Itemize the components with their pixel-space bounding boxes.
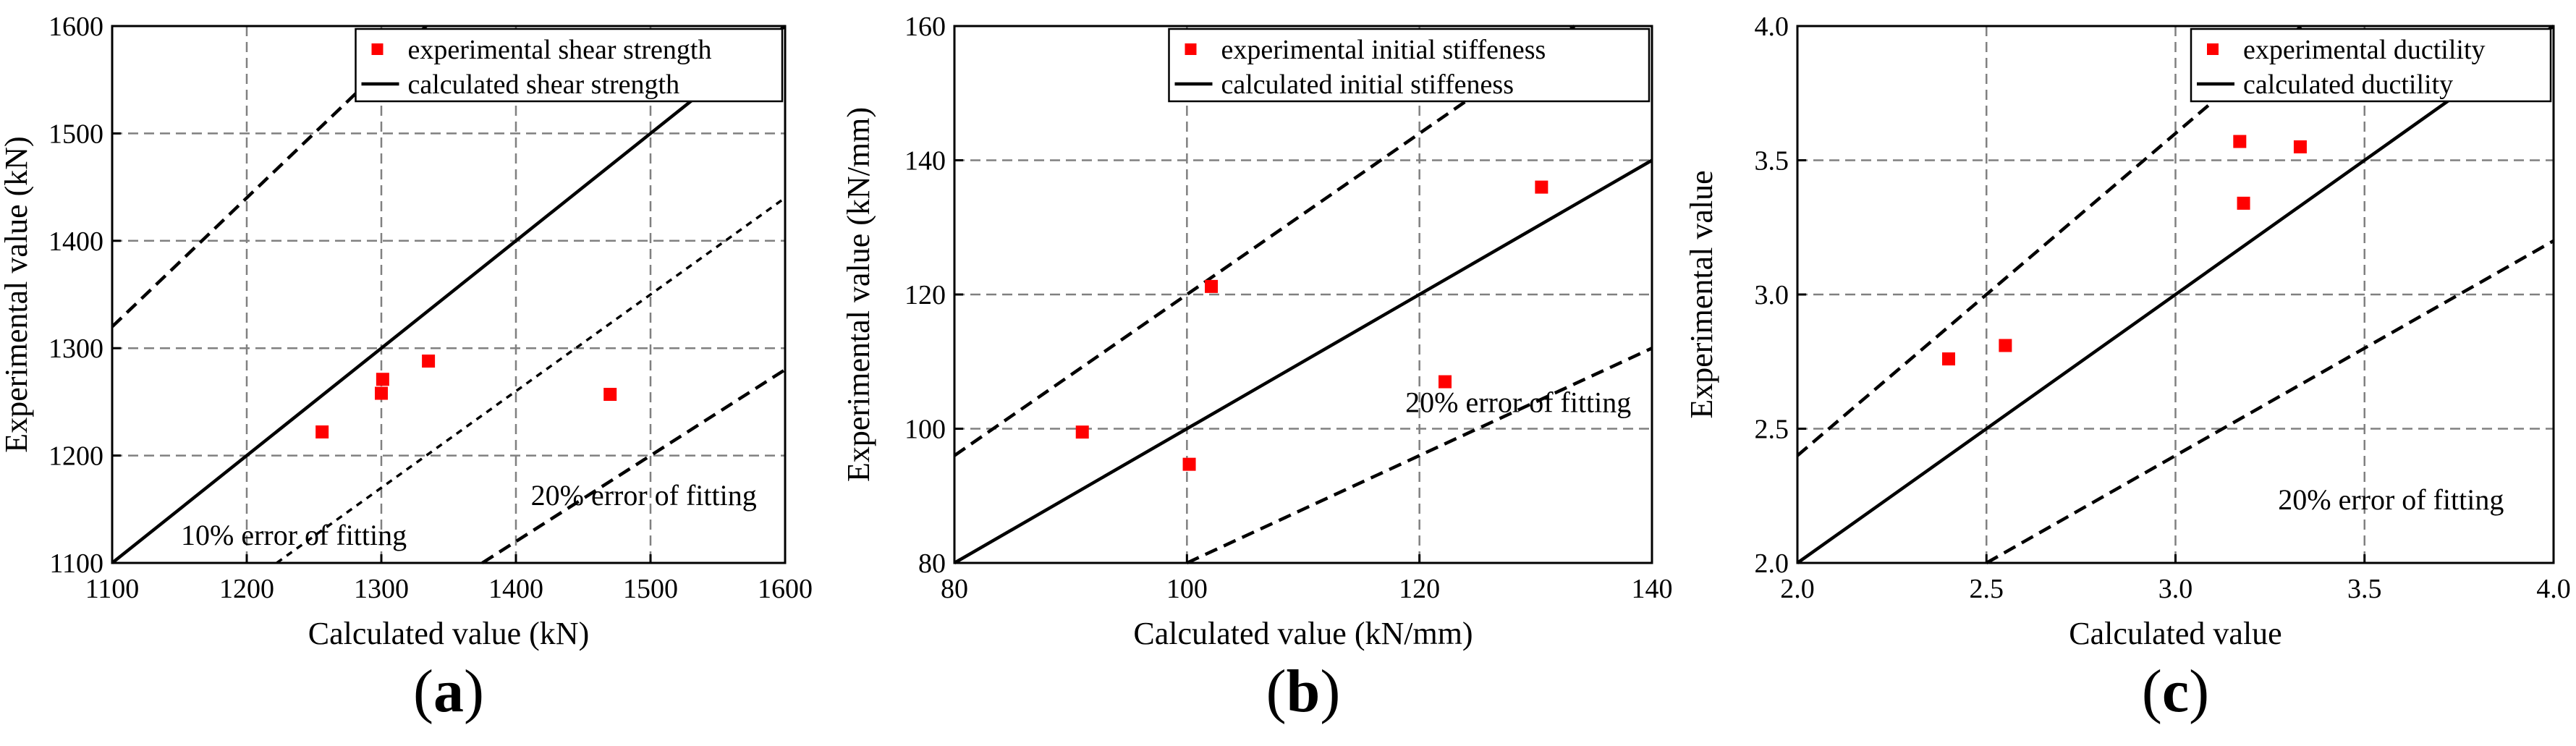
x-tick-label: 1400 [488,574,543,604]
legend-label: experimental initial stiffeness [1221,35,1546,65]
plot-frame [111,25,787,564]
x-axis-label: Calculated value (kN) [308,616,590,651]
data-point-1 [315,425,329,438]
data-point-4 [2237,196,2250,210]
error-line-1 [111,25,428,329]
y-axis-label: Experimental value (kN) [0,136,34,452]
y-tick-label: 1300 [48,334,103,364]
x-axis-label: Calculated value [2069,616,2281,651]
annotation-1: 20% error of fitting [1405,386,1631,418]
error-line-2 [276,197,787,564]
x-tick-label: 1600 [758,574,813,604]
legend-label: experimental ductility [2243,35,2486,65]
legend-box [1168,27,1651,103]
chart-panel-2: 20% error of fitting experimental initial… [841,12,1673,725]
x-tick-label: 3.5 [2347,574,2382,604]
error-line-2 [1986,239,2555,564]
data-point-3 [375,386,388,400]
legend-label: calculated initial stiffeness [1221,69,1514,100]
legend-label: experimental shear strength [408,35,712,65]
data-point-5 [1535,180,1548,194]
x-tick-label: 100 [1166,574,1208,604]
x-axis-label: Calculated value (kN/mm) [1133,616,1473,651]
calculated-line [1796,25,2555,564]
data-point-1 [1075,425,1089,439]
data-point-1 [1942,352,1955,366]
y-tick-label: 100 [904,415,946,445]
data-point-4 [1439,375,1452,389]
annotation-2: 10% error of fitting [181,519,407,551]
calculated-line [953,158,1653,564]
x-tick-label: 2.5 [1970,574,2004,604]
data-point-3 [1205,279,1219,293]
x-tick-label: 3.0 [2158,574,2193,604]
error-line-2 [1186,347,1653,565]
legend-marker [2207,43,2219,55]
x-tick-label: 120 [1399,574,1440,604]
y-tick-label: 120 [904,280,946,310]
y-tick-label: 1500 [48,119,103,149]
error-line-3 [481,368,787,564]
y-tick-label: 160 [904,12,946,42]
data-point-4 [422,355,436,368]
y-tick-label: 3.5 [1755,146,1789,177]
x-tick-label: 2.0 [1780,574,1815,604]
y-tick-label: 80 [918,548,946,579]
y-tick-label: 1200 [48,441,103,472]
x-tick-label: 4.0 [2536,574,2571,604]
chart-panel-3: 20% error of fitting experimental ductili… [1684,12,2571,725]
panel-label: (c) [2142,658,2209,725]
legend-label: calculated ductility [2243,69,2453,100]
y-tick-label: 4.0 [1755,12,1789,42]
chart-panel-1: 20% error of fitting 10% error of fitting… [0,12,813,725]
legend-label: calculated shear strength [408,69,680,100]
calculated-line [111,25,787,564]
y-tick-label: 1600 [48,12,103,42]
annotation-1: 20% error of fitting [531,479,757,512]
data-point-2 [1999,339,2012,352]
data-point-2 [376,373,389,386]
x-tick-label: 1200 [219,574,274,604]
legend-box [2190,27,2552,103]
y-tick-label: 1100 [49,548,103,579]
data-point-5 [2293,140,2307,153]
x-tick-label: 80 [941,574,968,604]
y-tick-label: 3.0 [1755,280,1789,310]
y-tick-label: 1400 [48,226,103,257]
x-tick-label: 140 [1632,574,1673,604]
data-point-2 [1182,457,1196,471]
panel-label: (b) [1266,658,1341,725]
x-tick-label: 1500 [623,574,678,604]
legend-marker [371,43,384,55]
legend-marker [1185,43,1197,55]
y-tick-label: 2.0 [1755,548,1789,579]
annotation-1: 20% error of fitting [2278,483,2504,516]
panel-label: (a) [413,658,484,725]
y-tick-label: 2.5 [1755,415,1789,445]
data-point-3 [2233,135,2247,148]
y-tick-label: 140 [904,146,946,177]
x-tick-label: 1100 [85,574,140,604]
y-axis-label: Experimental value (kN/mm) [841,107,876,482]
legend-box [355,27,784,103]
data-point-5 [603,388,617,402]
x-tick-label: 1300 [354,574,409,604]
y-axis-label: Experimental value [1684,170,1719,418]
